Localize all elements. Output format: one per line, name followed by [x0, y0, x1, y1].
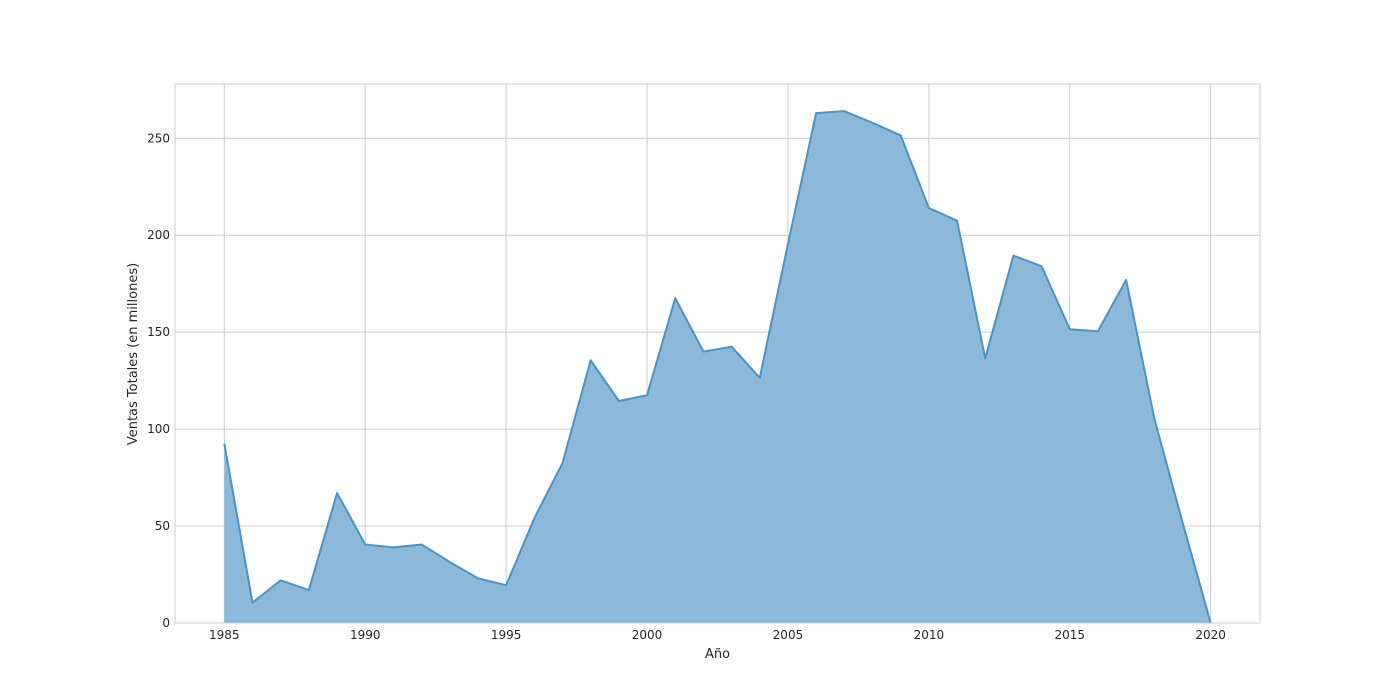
x-tick-label: 2010: [914, 628, 945, 642]
x-tick-label: 2000: [632, 628, 663, 642]
series-line: [223, 110, 1212, 624]
y-tick-label: 250: [147, 131, 170, 145]
y-tick-label: 0: [162, 616, 170, 630]
plot-border: [174, 83, 1261, 624]
area-series: [223, 110, 1212, 624]
x-tick-label: 1990: [350, 628, 381, 642]
plot-frame: [174, 83, 1261, 624]
x-axis-label: Año: [705, 647, 730, 662]
x-tick-label: 2020: [1195, 628, 1226, 642]
tick-labels: 1985 1990 1995 2000 2005 2010 2015 2020 0 50 100 15…: [147, 131, 1226, 642]
x-tick-label: 2005: [773, 628, 804, 642]
y-tick-label: 200: [147, 228, 170, 242]
x-tick-label: 1995: [491, 628, 522, 642]
area-fill: [224, 111, 1211, 623]
x-tick-label: 2015: [1054, 628, 1085, 642]
x-tick-label: 1985: [209, 628, 240, 642]
y-axis-label: Ventas Totales (en millones): [126, 263, 141, 445]
y-tick-label: 150: [147, 325, 170, 339]
y-tick-label: 100: [147, 422, 170, 436]
y-tick-label: 50: [155, 519, 170, 533]
